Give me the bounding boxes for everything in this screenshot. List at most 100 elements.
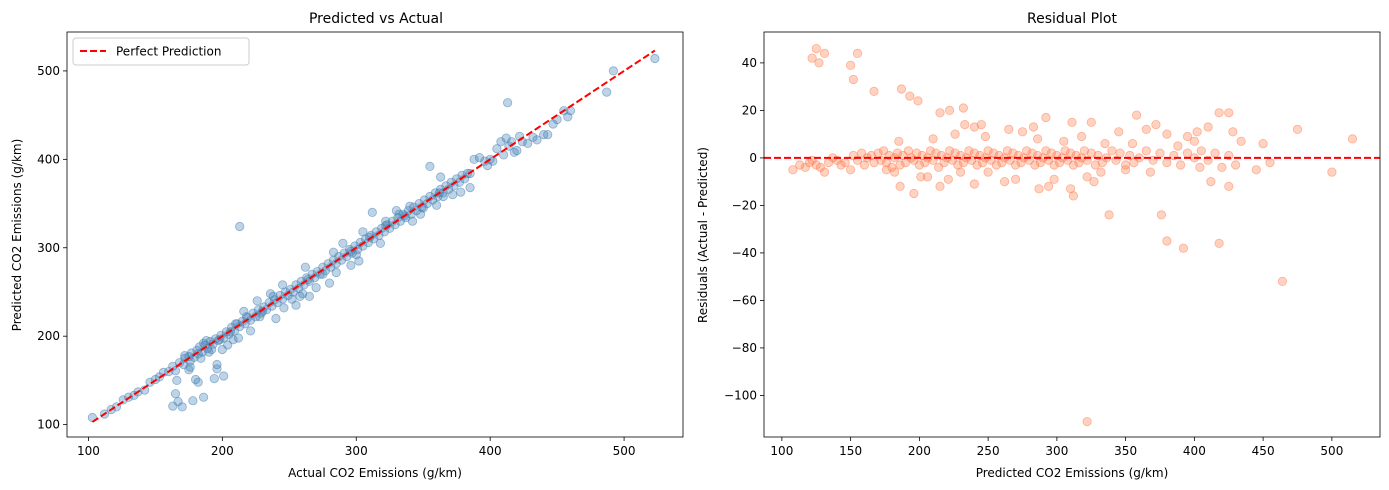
left-data-point xyxy=(346,260,356,270)
right-data-point xyxy=(1034,184,1044,194)
left-data-point xyxy=(488,156,498,166)
right-data-point xyxy=(1041,146,1051,156)
right-x-tick-label: 150 xyxy=(839,444,862,458)
left-y-axis: 100 200 300 400 500 xyxy=(37,64,67,432)
right-plot-frame xyxy=(763,31,1381,438)
right-data-point xyxy=(935,108,945,118)
right-x-tick-label: 400 xyxy=(1183,444,1206,458)
left-data-point xyxy=(650,53,660,64)
left-data-point xyxy=(496,137,506,147)
right-x-tick-label: 300 xyxy=(1045,444,1068,458)
left-data-point xyxy=(265,289,276,299)
left-data-point xyxy=(188,396,198,406)
right-data-point xyxy=(852,48,863,59)
left-data-point xyxy=(328,247,339,257)
right-x-axis-label: Predicted CO2 Emissions (g/km) xyxy=(976,466,1169,480)
left-y-tick-label: 200 xyxy=(37,329,60,343)
left-data-point xyxy=(287,294,297,304)
left-y-tick-label: 500 xyxy=(37,64,60,78)
left-data-point xyxy=(304,291,314,301)
right-data-point xyxy=(819,167,830,177)
right-data-point xyxy=(1155,148,1165,158)
right-data-point xyxy=(1292,124,1303,134)
left-data-point xyxy=(354,256,364,266)
left-data-point xyxy=(212,364,222,374)
left-data-point xyxy=(435,172,446,182)
right-data-point xyxy=(845,60,856,70)
right-data-point xyxy=(1044,181,1054,191)
right-data-point xyxy=(944,146,955,156)
left-data-point xyxy=(311,282,321,293)
right-data-point xyxy=(819,48,830,59)
right-data-point xyxy=(889,167,900,177)
left-x-tick-label: 500 xyxy=(613,444,636,458)
right-data-point xyxy=(1214,238,1224,248)
left-data-point xyxy=(172,375,182,385)
left-data-point xyxy=(217,344,227,355)
right-y-axis: −100 −80 −60 −40 −20 0 20 40 xyxy=(724,56,764,402)
right-data-point xyxy=(1173,141,1183,151)
right-data-point xyxy=(894,136,904,146)
right-data-point xyxy=(1086,117,1096,127)
left-data-point xyxy=(501,133,511,143)
right-data-point xyxy=(1258,139,1268,149)
right-data-point xyxy=(795,160,805,170)
right-data-point xyxy=(1049,160,1059,170)
right-data-point xyxy=(1067,117,1077,127)
left-data-point xyxy=(170,366,181,376)
left-data-point xyxy=(168,401,178,411)
right-data-point xyxy=(1086,148,1096,158)
left-data-point xyxy=(375,238,385,248)
left-data-point xyxy=(502,98,513,108)
left-data-point xyxy=(331,267,341,278)
left-data-point xyxy=(201,335,211,346)
left-y-axis-label: Predicted CO2 Emissions (g/km) xyxy=(10,139,24,332)
left-data-point xyxy=(532,135,542,145)
left-x-axis: 100 200 300 400 500 xyxy=(77,437,636,458)
right-data-point xyxy=(895,160,905,170)
right-data-point xyxy=(988,148,999,158)
right-y-tick-label: −20 xyxy=(732,198,757,212)
right-y-tick-label: −60 xyxy=(732,293,757,307)
left-data-point xyxy=(255,312,265,322)
right-data-point xyxy=(807,53,817,63)
right-y-axis-label: Residuals (Actual - Predicted) xyxy=(696,147,710,323)
left-data-point xyxy=(338,238,348,248)
left-data-point xyxy=(193,377,203,387)
right-data-point xyxy=(983,146,993,156)
left-data-point xyxy=(199,392,209,402)
left-y-tick-label: 300 xyxy=(37,241,60,255)
right-data-point xyxy=(1033,134,1043,144)
right-data-point xyxy=(1195,162,1205,172)
right-data-point xyxy=(1028,122,1039,132)
left-x-tick-label: 300 xyxy=(345,444,368,458)
left-data-point xyxy=(492,144,502,154)
right-data-point xyxy=(1016,158,1026,168)
left-data-point xyxy=(448,190,458,200)
right-data-point xyxy=(1210,148,1220,158)
right-data-point xyxy=(1017,127,1028,137)
right-data-point xyxy=(1127,139,1138,149)
right-points-layer xyxy=(788,43,1358,427)
right-data-point xyxy=(977,158,988,168)
right-data-point xyxy=(1251,165,1261,175)
right-data-point xyxy=(1068,191,1079,201)
left-data-point xyxy=(207,344,217,355)
left-data-point xyxy=(298,289,308,299)
right-data-point xyxy=(1030,160,1040,170)
right-data-point xyxy=(1132,110,1142,120)
right-data-point xyxy=(1068,160,1079,170)
right-data-point xyxy=(1090,160,1101,170)
right-data-point xyxy=(1010,174,1021,184)
right-x-tick-label: 450 xyxy=(1252,444,1275,458)
right-y-tick-label: −100 xyxy=(724,388,757,402)
right-data-point xyxy=(1089,177,1099,187)
right-data-point xyxy=(983,167,993,177)
right-data-point xyxy=(1121,165,1131,175)
left-data-point xyxy=(245,326,256,336)
right-data-point xyxy=(960,120,970,130)
left-y-tick-label: 100 xyxy=(37,418,60,432)
right-data-point xyxy=(1265,158,1275,168)
right-data-point xyxy=(1224,108,1234,118)
right-data-point xyxy=(1027,148,1037,158)
